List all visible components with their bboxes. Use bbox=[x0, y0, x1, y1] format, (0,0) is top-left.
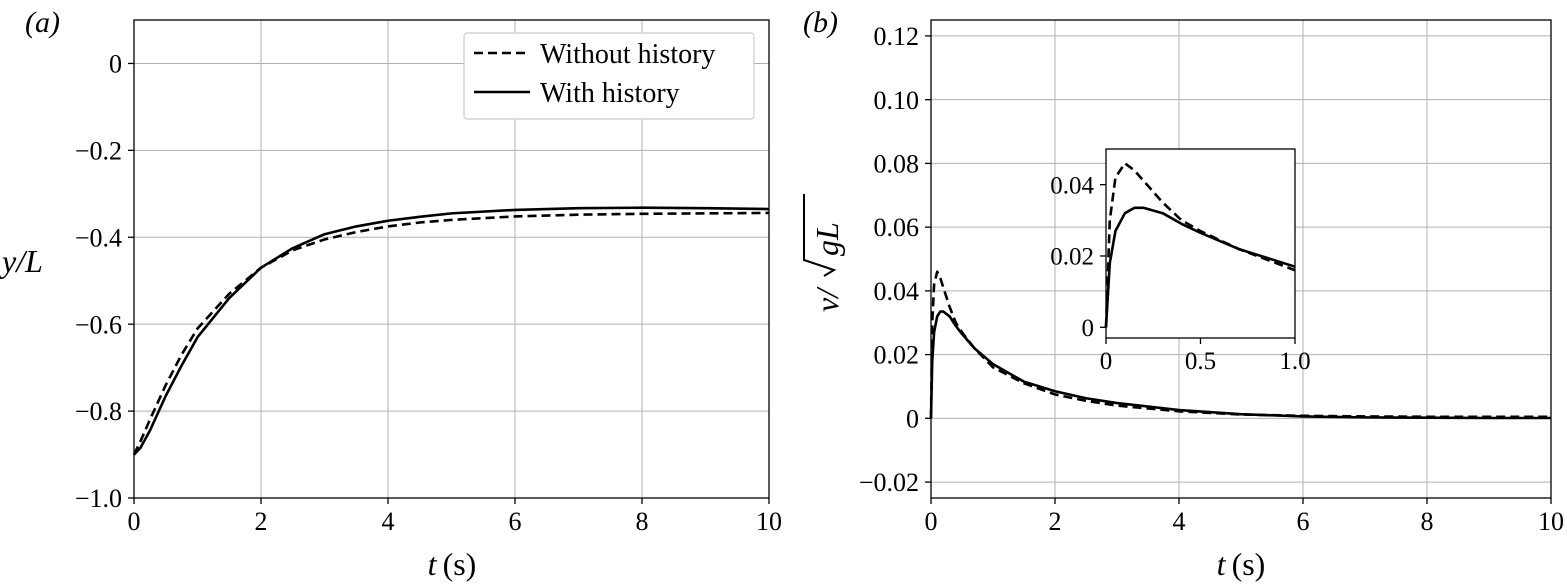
panel-a-y-tick-label: −0.2 bbox=[75, 136, 122, 165]
inset-series-with-history bbox=[1104, 206, 1296, 328]
inset-y-ticks: 0 0.02 0.04 bbox=[1050, 172, 1106, 342]
panel-b-y-tick-label: −0.02 bbox=[859, 468, 919, 497]
panel-b-y-tick-label: 0.12 bbox=[874, 22, 920, 51]
panel-a-y-tick-label: −1.0 bbox=[75, 484, 122, 513]
panel-a-x-tick-label: 6 bbox=[509, 507, 522, 536]
panel-a-x-tick-label: 0 bbox=[128, 507, 141, 536]
panel-a-y-tick-label: −0.4 bbox=[75, 223, 122, 252]
panel-a-y-tick-label: 0 bbox=[109, 50, 122, 79]
panel-a-y-tick-label: −0.8 bbox=[75, 397, 122, 426]
legend-box bbox=[463, 32, 755, 120]
panel-a-x-tick-label: 8 bbox=[636, 507, 649, 536]
panel-a-x-ticks: 0 2 4 6 8 10 bbox=[128, 498, 782, 536]
legend-entry-with-history: With history bbox=[540, 78, 680, 109]
panel-b-x-tick-label: 2 bbox=[1049, 507, 1062, 536]
panel-b-y-tick-label: 0.06 bbox=[874, 213, 920, 242]
sqrt-radical-icon bbox=[803, 194, 837, 277]
inset: 0 0.5 1.0 0 0.02 0.04 bbox=[1050, 148, 1311, 375]
panel-b-x-tick-label: 10 bbox=[1538, 507, 1564, 536]
panel-a-y-ticks: −1.0 −0.8 −0.6 −0.4 −0.2 0 bbox=[75, 50, 134, 513]
panel-a-series bbox=[132, 206, 770, 456]
inset-y-tick-label: 0.04 bbox=[1050, 172, 1094, 199]
panel-a: 0 2 4 6 8 10 −1.0 −0.8 −0.6 −0.4 −0.2 0 (a) t (s) y… bbox=[0, 6, 782, 582]
panel-a-frame bbox=[133, 19, 770, 499]
panel-b-label: (b) bbox=[803, 6, 838, 39]
legend-entry-without-history: Without history bbox=[540, 39, 715, 70]
panel-a-label: (a) bbox=[25, 6, 60, 39]
panel-a-y-tick-label: −0.6 bbox=[75, 310, 122, 339]
panel-b-series bbox=[929, 270, 1551, 420]
panel-a-series-with-history bbox=[133, 206, 770, 456]
panel-a-x-tick-label: 2 bbox=[255, 507, 268, 536]
panel-b-x-tick-label: 4 bbox=[1173, 507, 1186, 536]
panel-b-y-tick-label: 0 bbox=[906, 404, 919, 433]
inset-x-tick-label: 0.5 bbox=[1185, 348, 1216, 375]
legend: Without history With history bbox=[463, 32, 755, 120]
panel-a-x-var: t bbox=[428, 546, 438, 582]
inset-y-tick-label: 0.02 bbox=[1050, 244, 1094, 271]
panel-b-y-prefix: v/ bbox=[809, 286, 845, 312]
inset-x-tick-label: 0 bbox=[1100, 348, 1113, 375]
panel-b-x-tick-label: 6 bbox=[1297, 507, 1310, 536]
panel-b-y-radicand: gL bbox=[809, 222, 845, 256]
panel-a-x-tick-label: 10 bbox=[756, 507, 782, 536]
panel-b-x-axis-label: t (s) bbox=[1217, 546, 1266, 582]
panel-b-y-tick-label: 0.04 bbox=[874, 277, 920, 306]
panel-b-series-with-history bbox=[929, 310, 1551, 420]
inset-x-tick-label: 1.0 bbox=[1279, 348, 1310, 375]
panel-b-y-tick-label: 0.08 bbox=[874, 150, 920, 179]
panel-b-x-tick-label: 8 bbox=[1421, 507, 1434, 536]
panel-a-series-without-history bbox=[132, 211, 770, 456]
panel-b-y-ticks: −0.02 0 0.02 0.04 0.06 0.08 0.10 0.12 bbox=[859, 22, 931, 497]
panel-b-x-ticks: 0 2 4 6 8 10 bbox=[925, 498, 1564, 536]
panel-b-y-tick-label: 0.10 bbox=[874, 86, 920, 115]
panel-a-y-axis-label: y/L bbox=[0, 243, 43, 279]
panel-b-y-tick-label: 0.02 bbox=[874, 341, 920, 370]
panel-a-x-tick-label: 4 bbox=[382, 507, 395, 536]
panel-b-y-axis-label: v/ gL bbox=[803, 194, 845, 312]
inset-background bbox=[1106, 149, 1295, 338]
inset-series bbox=[1104, 161, 1296, 328]
inset-x-ticks: 0 0.5 1.0 bbox=[1100, 338, 1311, 375]
panel-b-x-var: t bbox=[1217, 546, 1227, 582]
panel-b-x-unit: (s) bbox=[1232, 546, 1266, 582]
panel-b-frame bbox=[930, 19, 1552, 499]
inset-y-tick-label: 0 bbox=[1082, 315, 1095, 342]
panel-a-x-axis-label: t (s) bbox=[428, 546, 477, 582]
panel-b-x-tick-label: 0 bbox=[925, 507, 938, 536]
panel-a-x-unit: (s) bbox=[443, 546, 477, 582]
